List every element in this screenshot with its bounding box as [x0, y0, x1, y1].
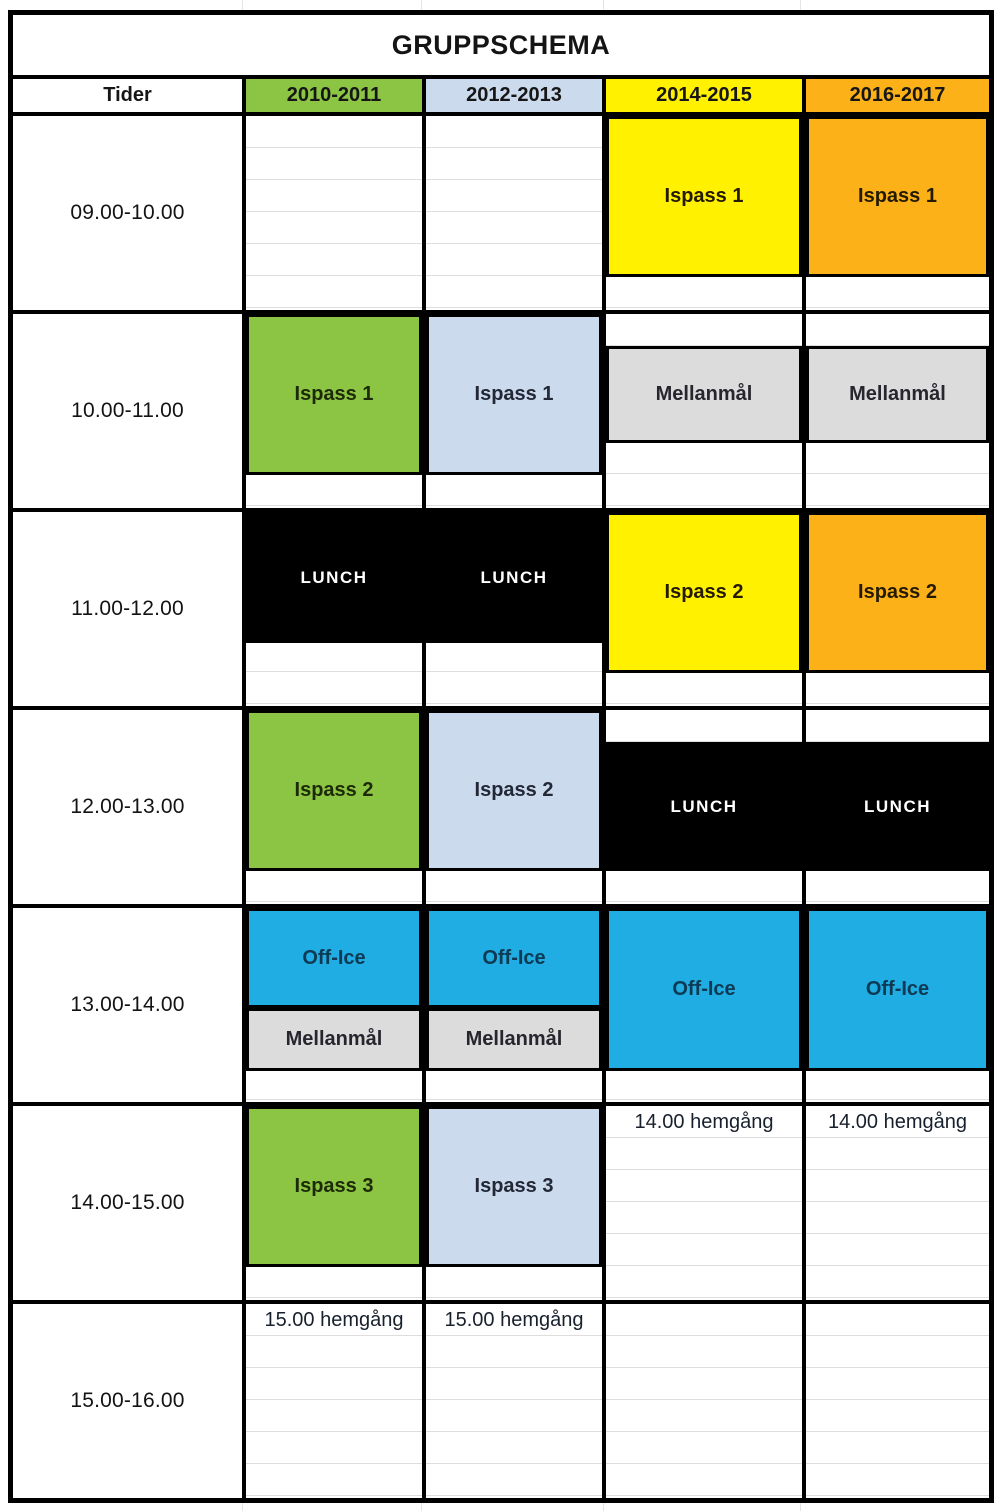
header-group-2010-2011: 2010-2011	[246, 79, 422, 112]
cell-1200-2012-2013: Ispass 2	[426, 710, 602, 904]
gridline-tick	[242, 0, 243, 10]
header-group-2014-2015: 2014-2015	[606, 79, 802, 112]
event-lunch-2014-2015: LUNCH	[606, 742, 802, 871]
cell-1500-2010-2011: 15.00 hemgång	[246, 1304, 422, 1498]
gruppschema-table: GRUPPSCHEMA Tider 2010-2011 2012-2013 20…	[8, 10, 994, 1503]
cell-1500-2014-2015	[606, 1304, 802, 1498]
event-mellanmal-2014-2015: Mellanmål	[606, 346, 802, 443]
event-ispass3-2012-2013: Ispass 3	[426, 1106, 602, 1267]
time-1400-1500: 14.00-15.00	[13, 1106, 242, 1300]
cell-1300-2016-2017: Off-Ice	[806, 908, 989, 1102]
time-1300-1400: 13.00-14.00	[13, 908, 242, 1102]
gridline-tick	[421, 0, 422, 10]
cell-0900-2012-2013	[426, 116, 602, 310]
time-0900-1000: 09.00-10.00	[13, 116, 242, 310]
cell-1200-2010-2011: Ispass 2	[246, 710, 422, 904]
cell-0900-2014-2015: Ispass 1	[606, 116, 802, 310]
cell-1500-2016-2017	[806, 1304, 989, 1498]
cell-1000-2012-2013: Ispass 1	[426, 314, 602, 508]
event-office-2012-2013: Off-Ice	[426, 908, 602, 1008]
cell-1100-2014-2015: Ispass 2	[606, 512, 802, 706]
event-lunch-2016-2017: LUNCH	[806, 742, 989, 871]
cell-1400-2016-2017: 14.00 hemgång	[806, 1106, 989, 1300]
cell-1400-2010-2011: Ispass 3	[246, 1106, 422, 1300]
cell-1300-2012-2013: Off-Ice Mellanmål	[426, 908, 602, 1102]
event-ispass2-2012-2013: Ispass 2	[426, 710, 602, 871]
cell-1000-2010-2011: Ispass 1	[246, 314, 422, 508]
cell-1100-2016-2017: Ispass 2	[806, 512, 989, 706]
note-hemgang-1400-2016-2017: 14.00 hemgång	[827, 1110, 967, 1133]
event-office-2010-2011: Off-Ice	[246, 908, 422, 1008]
cell-1300-2010-2011: Off-Ice Mellanmål	[246, 908, 422, 1102]
sheet-margin-top	[8, 0, 994, 10]
note-hemgang-1500-2012-2013: 15.00 hemgång	[444, 1308, 584, 1331]
cell-1500-2012-2013: 15.00 hemgång	[426, 1304, 602, 1498]
page-title: GRUPPSCHEMA	[13, 15, 989, 75]
gridline-tick	[800, 0, 801, 10]
header-tider: Tider	[13, 79, 242, 112]
cell-1100-2010-2011: LUNCH	[246, 512, 422, 706]
time-1200-1300: 12.00-13.00	[13, 710, 242, 904]
gridline-tick	[603, 0, 604, 10]
event-office-2014-2015: Off-Ice	[606, 908, 802, 1071]
header-group-2016-2017: 2016-2017	[806, 79, 989, 112]
cell-0900-2016-2017: Ispass 1	[806, 116, 989, 310]
gridline-tick	[421, 1503, 422, 1511]
event-ispass1-2012-2013: Ispass 1	[426, 314, 602, 475]
note-hemgang-1500-2010-2011: 15.00 hemgång	[264, 1308, 404, 1331]
event-ispass2-2016-2017: Ispass 2	[806, 512, 989, 673]
time-1500-1600: 15.00-16.00	[13, 1304, 242, 1498]
event-ispass3-2010-2011: Ispass 3	[246, 1106, 422, 1267]
header-group-2012-2013: 2012-2013	[426, 79, 602, 112]
cell-1000-2014-2015: Mellanmål	[606, 314, 802, 508]
gridline-tick	[603, 1503, 604, 1511]
event-mellanmal-2010-2011: Mellanmål	[246, 1008, 422, 1071]
event-lunch-2010-2011: LUNCH	[246, 512, 422, 643]
time-1100-1200: 11.00-12.00	[13, 512, 242, 706]
event-mellanmal-2016-2017: Mellanmål	[806, 346, 989, 443]
cell-1400-2012-2013: Ispass 3	[426, 1106, 602, 1300]
event-mellanmal-2012-2013: Mellanmål	[426, 1008, 602, 1071]
cell-1100-2012-2013: LUNCH	[426, 512, 602, 706]
gridline-tick	[242, 1503, 243, 1511]
cell-1300-2014-2015: Off-Ice	[606, 908, 802, 1102]
note-hemgang-1400-2014-2015: 14.00 hemgång	[634, 1110, 774, 1133]
cell-0900-2010-2011	[246, 116, 422, 310]
event-lunch-2012-2013: LUNCH	[426, 512, 602, 643]
sheet-margin-bottom	[8, 1503, 994, 1511]
event-office-2016-2017: Off-Ice	[806, 908, 989, 1071]
cell-1200-2014-2015: LUNCH	[606, 710, 802, 904]
event-ispass1-2016-2017: Ispass 1	[806, 116, 989, 277]
cell-1400-2014-2015: 14.00 hemgång	[606, 1106, 802, 1300]
gridline-tick	[800, 1503, 801, 1511]
cell-1000-2016-2017: Mellanmål	[806, 314, 989, 508]
cell-1200-2016-2017: LUNCH	[806, 710, 989, 904]
time-1000-1100: 10.00-11.00	[13, 314, 242, 508]
event-ispass2-2010-2011: Ispass 2	[246, 710, 422, 871]
event-ispass1-2010-2011: Ispass 1	[246, 314, 422, 475]
event-ispass1-2014-2015: Ispass 1	[606, 116, 802, 277]
event-ispass2-2014-2015: Ispass 2	[606, 512, 802, 673]
